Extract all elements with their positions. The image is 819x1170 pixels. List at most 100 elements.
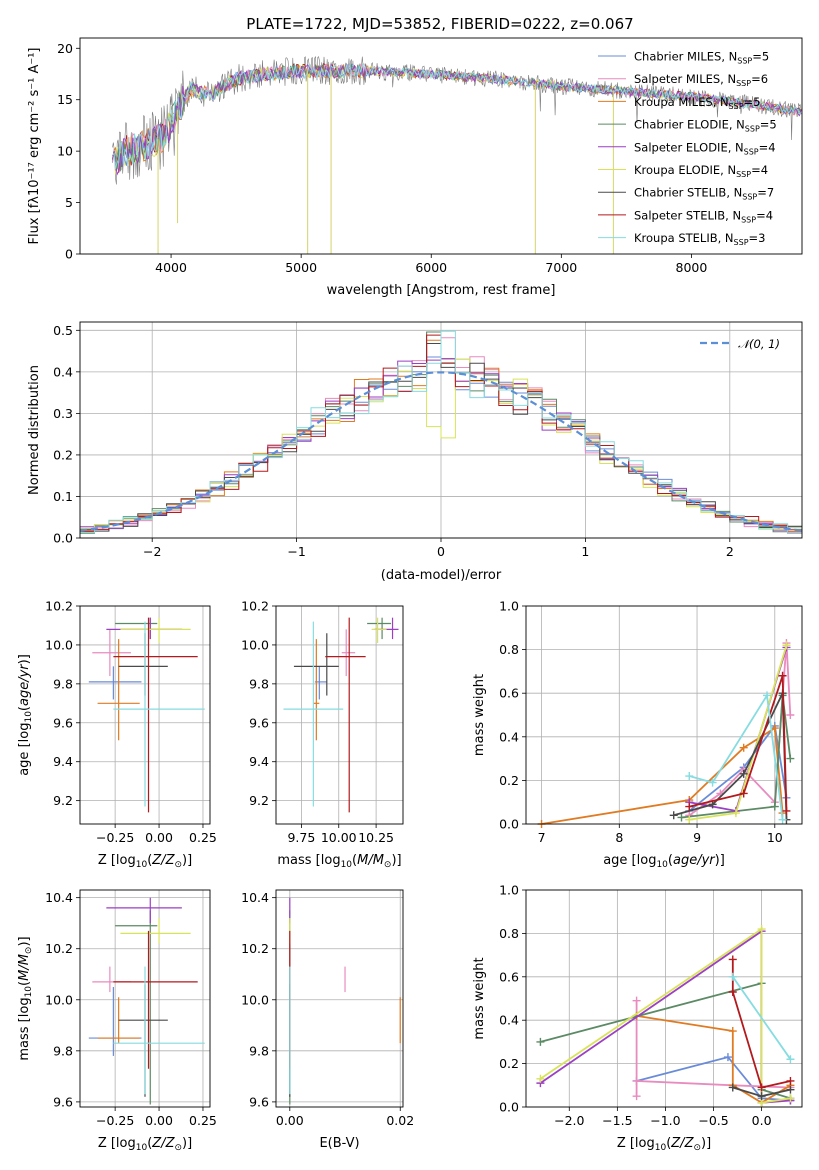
legend-entry: Chabrier MILES, NSSP=5 bbox=[634, 50, 769, 66]
y-tick-label: 10.2 bbox=[241, 941, 269, 956]
x-tick-label: 2 bbox=[726, 544, 734, 559]
legend-subscript: SSP bbox=[745, 125, 760, 134]
label-subscript: 10 bbox=[136, 860, 148, 870]
label-subscript: 10 bbox=[656, 860, 668, 870]
legend-subscript: SSP bbox=[744, 147, 759, 156]
y-axis-label: age [log10(age/yr)] bbox=[17, 654, 34, 776]
weight-line-kroupa-stelib bbox=[732, 976, 792, 1060]
label-subscript: 10 bbox=[655, 1143, 667, 1153]
y-tick-label: 10.0 bbox=[241, 637, 269, 652]
weight-marker bbox=[739, 789, 748, 798]
axes-frame bbox=[275, 605, 404, 825]
weight-marker bbox=[770, 802, 779, 811]
weight-marker bbox=[708, 778, 717, 787]
label-part: age/yr bbox=[673, 853, 716, 868]
weight-line-kroupa-stelib bbox=[689, 692, 784, 820]
x-tick-label: 7 bbox=[538, 830, 546, 845]
x-tick-label: −2.0 bbox=[554, 1113, 584, 1128]
legend-nssp-value: =5 bbox=[744, 95, 761, 109]
weight-marker bbox=[757, 1083, 766, 1092]
label-part: )] bbox=[715, 853, 725, 868]
x-tick-label: 0.25 bbox=[189, 830, 217, 845]
legend-nssp-value: =6 bbox=[751, 72, 768, 86]
age-vs-z-panel: −0.25 0.00 0.25 9.2 9.4 9.6 9.8 10.0 10.2 Z [log1… bbox=[17, 599, 217, 871]
y-tick-label: 0.4 bbox=[53, 364, 73, 379]
y-tick-label: 9.2 bbox=[249, 793, 269, 808]
x-tick-label: 4000 bbox=[155, 260, 187, 275]
spectrum-panel: 4000 5000 6000 7000 8000 0 5 10 15 20 wavelength [… bbox=[27, 37, 803, 298]
y-tick-label: 0.8 bbox=[499, 642, 519, 657]
y-tick-label: 9.8 bbox=[249, 1043, 269, 1058]
y-tick-label: 0.0 bbox=[499, 817, 519, 832]
weight-line-salpeter-miles bbox=[688, 643, 792, 817]
normal-curve bbox=[80, 371, 802, 532]
legend-nssp-value: =5 bbox=[760, 118, 777, 132]
weight-marker bbox=[632, 996, 641, 1005]
x-tick-label: 10.00 bbox=[321, 830, 357, 845]
y-tick-label: 10.0 bbox=[45, 992, 73, 1007]
y-tick-label: 10.0 bbox=[45, 637, 73, 652]
label-part: Z/Z bbox=[151, 853, 175, 868]
label-subscript: 10 bbox=[24, 986, 34, 998]
x-tick-label: 8 bbox=[615, 830, 623, 845]
x-tick-label: 10.25 bbox=[358, 830, 394, 845]
weight-marker bbox=[728, 987, 737, 996]
weight-marker bbox=[685, 802, 694, 811]
axes-frame bbox=[525, 889, 803, 1108]
weight-marker bbox=[763, 691, 772, 700]
y-tick-label: 10.2 bbox=[241, 599, 269, 614]
x-tick-label: 10 bbox=[767, 830, 783, 845]
y-tick-label: 9.8 bbox=[53, 676, 73, 691]
weight-marker bbox=[536, 1074, 545, 1083]
weight-marker bbox=[632, 1092, 641, 1101]
x-tick-label: −2 bbox=[143, 544, 161, 559]
x-tick-label: 0.00 bbox=[145, 830, 173, 845]
x-tick-label: 0.00 bbox=[145, 1113, 173, 1128]
label-part: ( bbox=[147, 1136, 152, 1151]
y-tick-label: 9.6 bbox=[249, 1094, 269, 1109]
weight-marker bbox=[786, 1085, 795, 1094]
label-subscript: 10 bbox=[24, 711, 34, 723]
label-part: Z/Z bbox=[670, 1136, 694, 1151]
x-tick-label: 0.02 bbox=[386, 1113, 414, 1128]
weight-line-chabrier-miles bbox=[636, 1056, 791, 1102]
label-part: age/yr bbox=[17, 663, 32, 706]
x-tick-label: 6000 bbox=[415, 260, 447, 275]
y-tick-label: 10.2 bbox=[45, 941, 73, 956]
mass-vs-z-panel: −0.25 0.00 0.25 9.6 9.8 10.0 10.2 10.4 Z [log10(… bbox=[17, 889, 217, 1153]
legend-nssp-value: =3 bbox=[749, 231, 766, 245]
histogram-kroupa-stelib bbox=[80, 330, 802, 534]
legend-entry: Chabrier ELODIE, NSSP=5 bbox=[634, 118, 777, 134]
label-part: M/M bbox=[357, 853, 384, 868]
label-part: ( bbox=[17, 706, 32, 711]
axes-frame bbox=[79, 321, 803, 539]
label-part: Z/Z bbox=[151, 1136, 175, 1151]
weight-vs-z-panel: −2.0 −1.5 −1.0 −0.5 0.0 0.0 0.2 0.4 0.6 0.8 1.0 mas… bbox=[472, 883, 803, 1153]
y-tick-label: 0.5 bbox=[53, 323, 73, 338]
x-tick-label: 5000 bbox=[285, 260, 317, 275]
axes-frame bbox=[525, 605, 803, 825]
weight-marker bbox=[728, 972, 737, 981]
legend-subscript: SSP bbox=[741, 215, 756, 224]
y-tick-label: 9.6 bbox=[53, 1094, 73, 1109]
label-part: )] bbox=[391, 853, 401, 868]
spectrum-line-kroupa-stelib bbox=[112, 62, 802, 169]
y-tick-label: 10.0 bbox=[241, 992, 269, 1007]
y-tick-label: 0.8 bbox=[499, 926, 519, 941]
weight-marker bbox=[723, 1053, 732, 1062]
x-axis-label: Z [log10(Z/Z⊙)] bbox=[617, 1136, 711, 1153]
x-axis-label: wavelength [Angstrom, rest frame] bbox=[327, 283, 556, 298]
x-tick-label: −1 bbox=[287, 544, 305, 559]
label-part: ( bbox=[666, 1136, 671, 1151]
label-part: )] bbox=[17, 654, 32, 664]
y-tick-label: 20 bbox=[57, 41, 73, 56]
weight-marker bbox=[786, 1055, 795, 1064]
y-tick-label: 9.4 bbox=[53, 754, 73, 769]
legend-entry: Chabrier STELIB, NSSP=7 bbox=[634, 186, 774, 202]
label-subscript: 10 bbox=[136, 1143, 148, 1153]
y-tick-label: 10 bbox=[57, 144, 73, 159]
weight-marker bbox=[786, 711, 795, 719]
y-tick-label: 0.4 bbox=[499, 729, 519, 744]
y-tick-label: 10.4 bbox=[241, 890, 269, 905]
